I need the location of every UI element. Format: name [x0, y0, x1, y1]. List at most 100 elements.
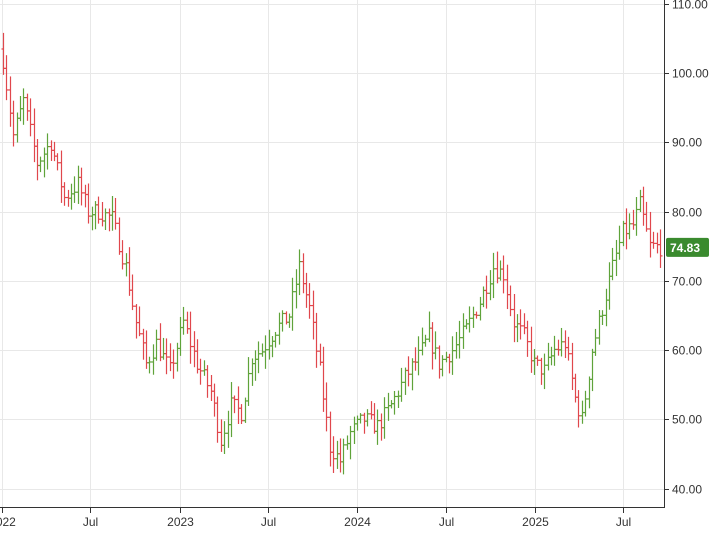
ohlc-bar	[590, 348, 595, 392]
ohlc-bar	[215, 396, 220, 443]
ohlc-bar	[570, 342, 575, 391]
y-tick-label: 80.00	[672, 206, 702, 220]
ohlc-bar	[491, 252, 496, 299]
ohlc-bar	[297, 249, 302, 296]
ohlc-bar	[498, 260, 503, 281]
ohlc-bar	[617, 225, 622, 260]
ohlc-bar	[352, 416, 357, 445]
x-tick-label: Jul	[616, 515, 631, 529]
ohlc-bar	[294, 269, 299, 309]
ohlc-bar	[219, 419, 224, 452]
ohlc-bar	[501, 255, 506, 294]
ohlc-bar	[72, 176, 77, 203]
ohlc-bar	[198, 358, 203, 385]
ohlc-bar	[32, 108, 37, 163]
ohlc-bar	[175, 342, 180, 372]
ohlc-bar	[205, 365, 210, 398]
ohlc-bar	[130, 274, 135, 311]
ohlc-bar	[355, 415, 360, 431]
y-tick-label: 70.00	[672, 275, 702, 289]
ohlc-bar	[188, 311, 193, 364]
ohlc-bar	[4, 55, 9, 101]
ohlc-bar	[96, 196, 101, 224]
ohlc-bar	[341, 438, 346, 475]
ohlc-bar	[539, 357, 544, 385]
ohlc-bar	[627, 213, 632, 240]
ohlc-bar	[546, 342, 551, 371]
ohlc-bar	[348, 425, 353, 460]
ohlc-bar	[113, 197, 118, 230]
ohlc-bar	[62, 182, 67, 206]
y-tick-label: 110.00	[672, 0, 708, 12]
ohlc-bar	[641, 186, 646, 226]
ohlc-bar	[338, 438, 343, 473]
ohlc-bar	[481, 286, 486, 308]
ohlc-bar	[658, 229, 663, 268]
ohlc-bar	[236, 386, 241, 424]
ohlc-bar	[134, 304, 139, 339]
ohlc-bar	[587, 376, 592, 409]
ohlc-bar	[21, 88, 26, 125]
ohlc-bar	[110, 196, 115, 231]
ohlc-bar	[522, 313, 527, 335]
ohlc-bar	[461, 313, 466, 349]
ohlc-bar	[232, 395, 237, 414]
ohlc-bar	[600, 310, 605, 325]
ohlc-bar	[11, 100, 16, 147]
ohlc-bar	[535, 355, 540, 366]
ohlc-bar	[256, 341, 261, 374]
ohlc-bar	[250, 358, 255, 386]
ohlc-bar	[192, 331, 197, 368]
ohlc-bar	[25, 93, 30, 121]
ohlc-bar	[518, 309, 523, 340]
ohlc-bar	[69, 183, 74, 210]
ohlc-bar	[195, 339, 200, 374]
ohlc-bar	[362, 412, 367, 434]
ohlc-bar	[209, 375, 214, 402]
last-price-label: 74.83	[670, 241, 700, 255]
ohlc-bar	[423, 334, 428, 347]
ohlc-bar	[505, 264, 510, 310]
ohlc-bar	[314, 312, 319, 368]
ohlc-bar	[655, 232, 660, 254]
ohlc-bar	[416, 336, 421, 376]
ohlc-bar	[86, 183, 91, 224]
ohlc-bar	[542, 353, 547, 390]
ohlc-bar	[222, 421, 227, 455]
ohlc-bar	[512, 294, 517, 343]
ohlc-bar	[447, 353, 452, 374]
ohlc-bar	[396, 390, 401, 409]
ohlc-bar	[427, 311, 432, 343]
ohlc-bar	[573, 373, 578, 403]
ohlc-bar	[638, 189, 643, 213]
y-tick-label: 50.00	[672, 413, 702, 427]
ohlc-bar	[311, 290, 316, 340]
ohlc-bar	[246, 357, 251, 406]
ohlc-bar	[151, 344, 156, 375]
x-tick-label: Jul	[83, 515, 98, 529]
ohlc-bar	[137, 306, 142, 337]
ohlc-bar	[597, 310, 602, 345]
ohlc-bar	[229, 382, 234, 438]
ohlc-bar	[280, 310, 285, 332]
ohlc-bar	[117, 217, 122, 255]
ohlc-bar	[358, 413, 363, 424]
ohlc-bar	[420, 327, 425, 356]
ohlc-bar	[239, 404, 244, 424]
ohlc-bars	[1, 32, 663, 475]
ohlc-bar	[379, 413, 384, 441]
ohlc-bar	[621, 220, 626, 247]
ohlc-bar	[515, 314, 520, 343]
ohlc-bar	[164, 338, 169, 375]
ohlc-bar	[478, 296, 483, 321]
ohlc-bar	[331, 436, 336, 473]
ohlc-bar	[556, 339, 561, 356]
ohlc-bar	[454, 331, 459, 359]
ohlc-bar	[634, 197, 639, 236]
x-axis-ticks: 2022 Jul 2023 Jul 2024 Jul 2025 Jul	[0, 507, 631, 529]
ohlc-bar	[335, 440, 340, 469]
ohlc-bar	[202, 360, 207, 376]
last-price-badge-bg	[666, 237, 709, 257]
ohlc-bar	[607, 262, 612, 310]
